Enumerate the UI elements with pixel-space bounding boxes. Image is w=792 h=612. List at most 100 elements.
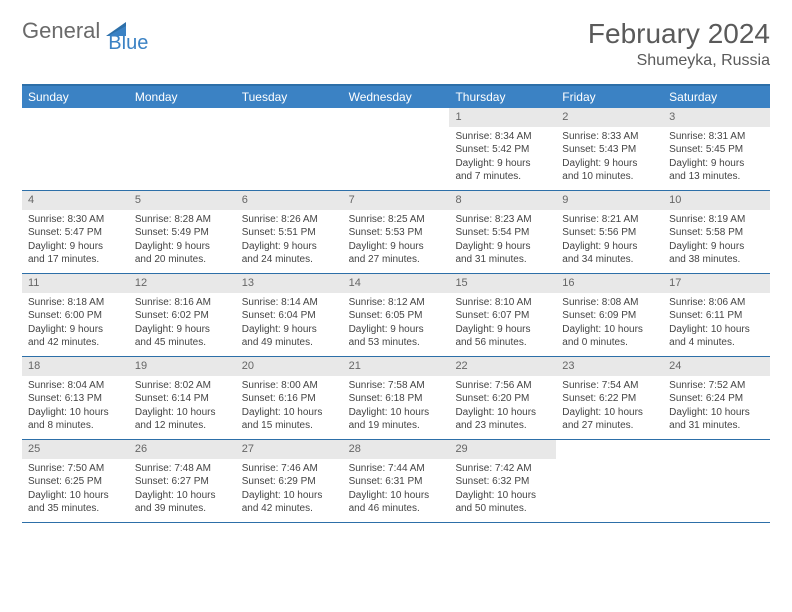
day-cell: 10Sunrise: 8:19 AMSunset: 5:58 PMDayligh… — [663, 191, 770, 273]
daylight-text: Daylight: 10 hours — [669, 406, 764, 420]
day-body: Sunrise: 8:04 AMSunset: 6:13 PMDaylight:… — [22, 376, 129, 438]
day-cell: 24Sunrise: 7:52 AMSunset: 6:24 PMDayligh… — [663, 357, 770, 439]
daylight-text: and 27 minutes. — [349, 253, 444, 267]
weekday-header-row: Sunday Monday Tuesday Wednesday Thursday… — [22, 86, 770, 108]
day-cell — [129, 108, 236, 190]
day-number: 16 — [556, 274, 663, 293]
daylight-text: and 45 minutes. — [135, 336, 230, 350]
sunrise-text: Sunrise: 7:42 AM — [455, 462, 550, 476]
daylight-text: and 0 minutes. — [562, 336, 657, 350]
day-body: Sunrise: 8:12 AMSunset: 6:05 PMDaylight:… — [343, 293, 450, 355]
daylight-text: and 38 minutes. — [669, 253, 764, 267]
daylight-text: Daylight: 10 hours — [562, 323, 657, 337]
sunset-text: Sunset: 6:32 PM — [455, 475, 550, 489]
day-cell: 26Sunrise: 7:48 AMSunset: 6:27 PMDayligh… — [129, 440, 236, 522]
daylight-text: Daylight: 9 hours — [562, 240, 657, 254]
day-number: 27 — [236, 440, 343, 459]
sunset-text: Sunset: 6:14 PM — [135, 392, 230, 406]
sunrise-text: Sunrise: 7:52 AM — [669, 379, 764, 393]
daylight-text: and 24 minutes. — [242, 253, 337, 267]
daylight-text: and 35 minutes. — [28, 502, 123, 516]
daylight-text: Daylight: 10 hours — [455, 406, 550, 420]
day-number: 29 — [449, 440, 556, 459]
sunrise-text: Sunrise: 8:00 AM — [242, 379, 337, 393]
sunset-text: Sunset: 6:22 PM — [562, 392, 657, 406]
day-number: 7 — [343, 191, 450, 210]
daylight-text: Daylight: 10 hours — [135, 406, 230, 420]
daylight-text: Daylight: 9 hours — [669, 240, 764, 254]
sunset-text: Sunset: 6:20 PM — [455, 392, 550, 406]
week-row: 1Sunrise: 8:34 AMSunset: 5:42 PMDaylight… — [22, 108, 770, 191]
daylight-text: Daylight: 10 hours — [455, 489, 550, 503]
daylight-text: Daylight: 9 hours — [135, 240, 230, 254]
day-number: 2 — [556, 108, 663, 127]
day-body: Sunrise: 7:48 AMSunset: 6:27 PMDaylight:… — [129, 459, 236, 521]
sunrise-text: Sunrise: 8:19 AM — [669, 213, 764, 227]
daylight-text: and 12 minutes. — [135, 419, 230, 433]
daylight-text: and 7 minutes. — [455, 170, 550, 184]
day-cell: 9Sunrise: 8:21 AMSunset: 5:56 PMDaylight… — [556, 191, 663, 273]
day-cell: 6Sunrise: 8:26 AMSunset: 5:51 PMDaylight… — [236, 191, 343, 273]
sunrise-text: Sunrise: 7:58 AM — [349, 379, 444, 393]
sunset-text: Sunset: 5:58 PM — [669, 226, 764, 240]
day-number: 1 — [449, 108, 556, 127]
daylight-text: and 10 minutes. — [562, 170, 657, 184]
sunset-text: Sunset: 5:43 PM — [562, 143, 657, 157]
day-number: 18 — [22, 357, 129, 376]
day-number: 23 — [556, 357, 663, 376]
logo-text-general: General — [22, 18, 100, 44]
daylight-text: Daylight: 9 hours — [455, 240, 550, 254]
sunset-text: Sunset: 6:25 PM — [28, 475, 123, 489]
day-number: 8 — [449, 191, 556, 210]
daylight-text: Daylight: 10 hours — [135, 489, 230, 503]
week-row: 4Sunrise: 8:30 AMSunset: 5:47 PMDaylight… — [22, 191, 770, 274]
daylight-text: Daylight: 9 hours — [135, 323, 230, 337]
daylight-text: and 4 minutes. — [669, 336, 764, 350]
day-number: 15 — [449, 274, 556, 293]
day-cell: 1Sunrise: 8:34 AMSunset: 5:42 PMDaylight… — [449, 108, 556, 190]
day-body: Sunrise: 8:10 AMSunset: 6:07 PMDaylight:… — [449, 293, 556, 355]
day-body: Sunrise: 7:44 AMSunset: 6:31 PMDaylight:… — [343, 459, 450, 521]
daylight-text: and 31 minutes. — [455, 253, 550, 267]
sunrise-text: Sunrise: 8:04 AM — [28, 379, 123, 393]
sunrise-text: Sunrise: 8:33 AM — [562, 130, 657, 144]
sunrise-text: Sunrise: 8:23 AM — [455, 213, 550, 227]
daylight-text: Daylight: 9 hours — [242, 240, 337, 254]
day-cell: 16Sunrise: 8:08 AMSunset: 6:09 PMDayligh… — [556, 274, 663, 356]
day-cell: 18Sunrise: 8:04 AMSunset: 6:13 PMDayligh… — [22, 357, 129, 439]
sunset-text: Sunset: 5:45 PM — [669, 143, 764, 157]
sunrise-text: Sunrise: 8:12 AM — [349, 296, 444, 310]
day-body: Sunrise: 8:26 AMSunset: 5:51 PMDaylight:… — [236, 210, 343, 272]
day-cell — [343, 108, 450, 190]
daylight-text: and 53 minutes. — [349, 336, 444, 350]
day-number: 20 — [236, 357, 343, 376]
daylight-text: and 49 minutes. — [242, 336, 337, 350]
day-cell — [663, 440, 770, 522]
day-cell: 17Sunrise: 8:06 AMSunset: 6:11 PMDayligh… — [663, 274, 770, 356]
sunrise-text: Sunrise: 7:46 AM — [242, 462, 337, 476]
daylight-text: and 17 minutes. — [28, 253, 123, 267]
sunrise-text: Sunrise: 8:14 AM — [242, 296, 337, 310]
sunrise-text: Sunrise: 8:08 AM — [562, 296, 657, 310]
day-body: Sunrise: 8:21 AMSunset: 5:56 PMDaylight:… — [556, 210, 663, 272]
weekday-header: Saturday — [663, 86, 770, 108]
day-cell — [556, 440, 663, 522]
day-cell: 19Sunrise: 8:02 AMSunset: 6:14 PMDayligh… — [129, 357, 236, 439]
daylight-text: and 42 minutes. — [28, 336, 123, 350]
daylight-text: and 8 minutes. — [28, 419, 123, 433]
day-number: 14 — [343, 274, 450, 293]
daylight-text: Daylight: 9 hours — [669, 157, 764, 171]
day-number: 21 — [343, 357, 450, 376]
week-row: 11Sunrise: 8:18 AMSunset: 6:00 PMDayligh… — [22, 274, 770, 357]
daylight-text: Daylight: 9 hours — [28, 240, 123, 254]
day-body: Sunrise: 8:34 AMSunset: 5:42 PMDaylight:… — [449, 127, 556, 189]
day-number: 26 — [129, 440, 236, 459]
daylight-text: Daylight: 9 hours — [562, 157, 657, 171]
day-number: 25 — [22, 440, 129, 459]
day-body: Sunrise: 8:25 AMSunset: 5:53 PMDaylight:… — [343, 210, 450, 272]
daylight-text: Daylight: 10 hours — [349, 406, 444, 420]
day-cell: 12Sunrise: 8:16 AMSunset: 6:02 PMDayligh… — [129, 274, 236, 356]
daylight-text: and 13 minutes. — [669, 170, 764, 184]
day-cell: 27Sunrise: 7:46 AMSunset: 6:29 PMDayligh… — [236, 440, 343, 522]
day-cell: 21Sunrise: 7:58 AMSunset: 6:18 PMDayligh… — [343, 357, 450, 439]
